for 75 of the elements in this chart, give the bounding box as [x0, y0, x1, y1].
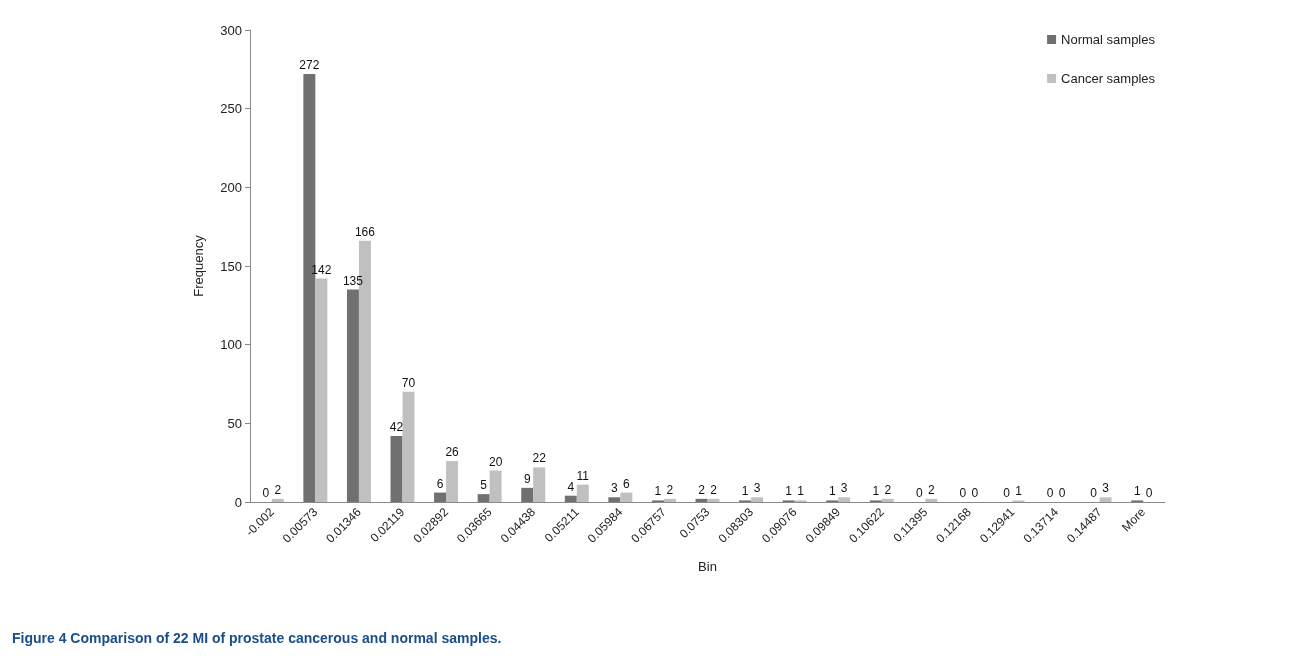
- data-label: 1: [654, 484, 662, 499]
- caption: Figure 4 Comparison of 22 MI of prostate cancerous and normal samples.: [12, 630, 502, 646]
- data-label: 0: [1145, 486, 1153, 500]
- bar: [576, 484, 589, 502]
- bar: [838, 497, 851, 502]
- data-label: 26: [445, 445, 460, 460]
- y-tick-label: 150: [220, 258, 242, 274]
- bar: [521, 487, 534, 502]
- data-label: 1: [741, 484, 749, 499]
- data-label: 0: [916, 486, 924, 500]
- data-label: 20: [488, 454, 503, 469]
- data-label: 6: [436, 476, 444, 491]
- data-label: 3: [840, 481, 848, 496]
- data-label: 3: [1102, 481, 1110, 496]
- y-tick-label: 300: [220, 22, 242, 38]
- data-label: 11: [576, 468, 590, 483]
- bar: [434, 492, 447, 502]
- data-label: 272: [299, 58, 320, 73]
- bar: [489, 470, 502, 502]
- data-label: 2: [666, 482, 674, 497]
- bar: [751, 497, 764, 502]
- bar: [663, 498, 676, 502]
- bar: [925, 498, 938, 502]
- bar: [695, 498, 708, 502]
- y-tick-label: 100: [220, 337, 242, 353]
- legend-label: Cancer samples: [1061, 71, 1156, 86]
- data-label: 1: [828, 484, 836, 499]
- bar: [564, 495, 577, 502]
- bar: [346, 289, 359, 502]
- y-tick-label: 50: [227, 415, 242, 431]
- bar: [402, 391, 415, 502]
- bar: [881, 498, 894, 502]
- data-label: 2: [928, 482, 935, 497]
- data-label: 0: [1090, 486, 1098, 500]
- data-label: 1: [872, 484, 880, 499]
- data-label: 0: [959, 486, 967, 500]
- data-label: 1: [797, 484, 805, 499]
- data-label: 22: [532, 451, 547, 466]
- data-label: 1: [1133, 484, 1141, 499]
- data-label: 166: [354, 224, 376, 239]
- data-label: 135: [342, 273, 364, 288]
- y-tick-label: 200: [220, 179, 242, 195]
- data-label: 2: [274, 482, 282, 497]
- data-label: 0: [1003, 486, 1011, 500]
- bar: [446, 461, 459, 502]
- data-label: 0: [262, 486, 270, 500]
- data-label: 0: [971, 486, 979, 500]
- bar: [533, 467, 546, 502]
- data-label: 0: [1058, 486, 1066, 500]
- bar: [1099, 497, 1112, 502]
- bar: [390, 435, 403, 502]
- data-label: 2: [698, 482, 706, 497]
- bar: [620, 492, 633, 502]
- data-label: 2: [710, 482, 718, 497]
- legend-label: Normal samples: [1061, 32, 1156, 47]
- data-label: 4: [567, 479, 575, 494]
- data-label: 1: [785, 484, 793, 499]
- bar: [315, 278, 328, 502]
- data-label: 1: [1015, 484, 1023, 499]
- bar: [271, 498, 284, 502]
- y-tick-label: 0: [234, 494, 242, 510]
- data-label: 0: [1046, 486, 1054, 500]
- data-label: 70: [401, 375, 416, 390]
- bar: [477, 494, 490, 502]
- y-tick-label: 250: [220, 101, 242, 117]
- data-label: 5: [480, 478, 488, 493]
- x-axis-title: Bin: [698, 559, 717, 574]
- y-axis-title: Frequency: [191, 234, 206, 297]
- data-label: 3: [611, 481, 619, 496]
- data-label: 6: [623, 476, 630, 491]
- data-label: 2: [884, 482, 892, 497]
- data-label: 3: [753, 481, 761, 496]
- bar: [608, 497, 621, 502]
- data-label: 9: [523, 471, 531, 486]
- data-label: 42: [389, 419, 404, 434]
